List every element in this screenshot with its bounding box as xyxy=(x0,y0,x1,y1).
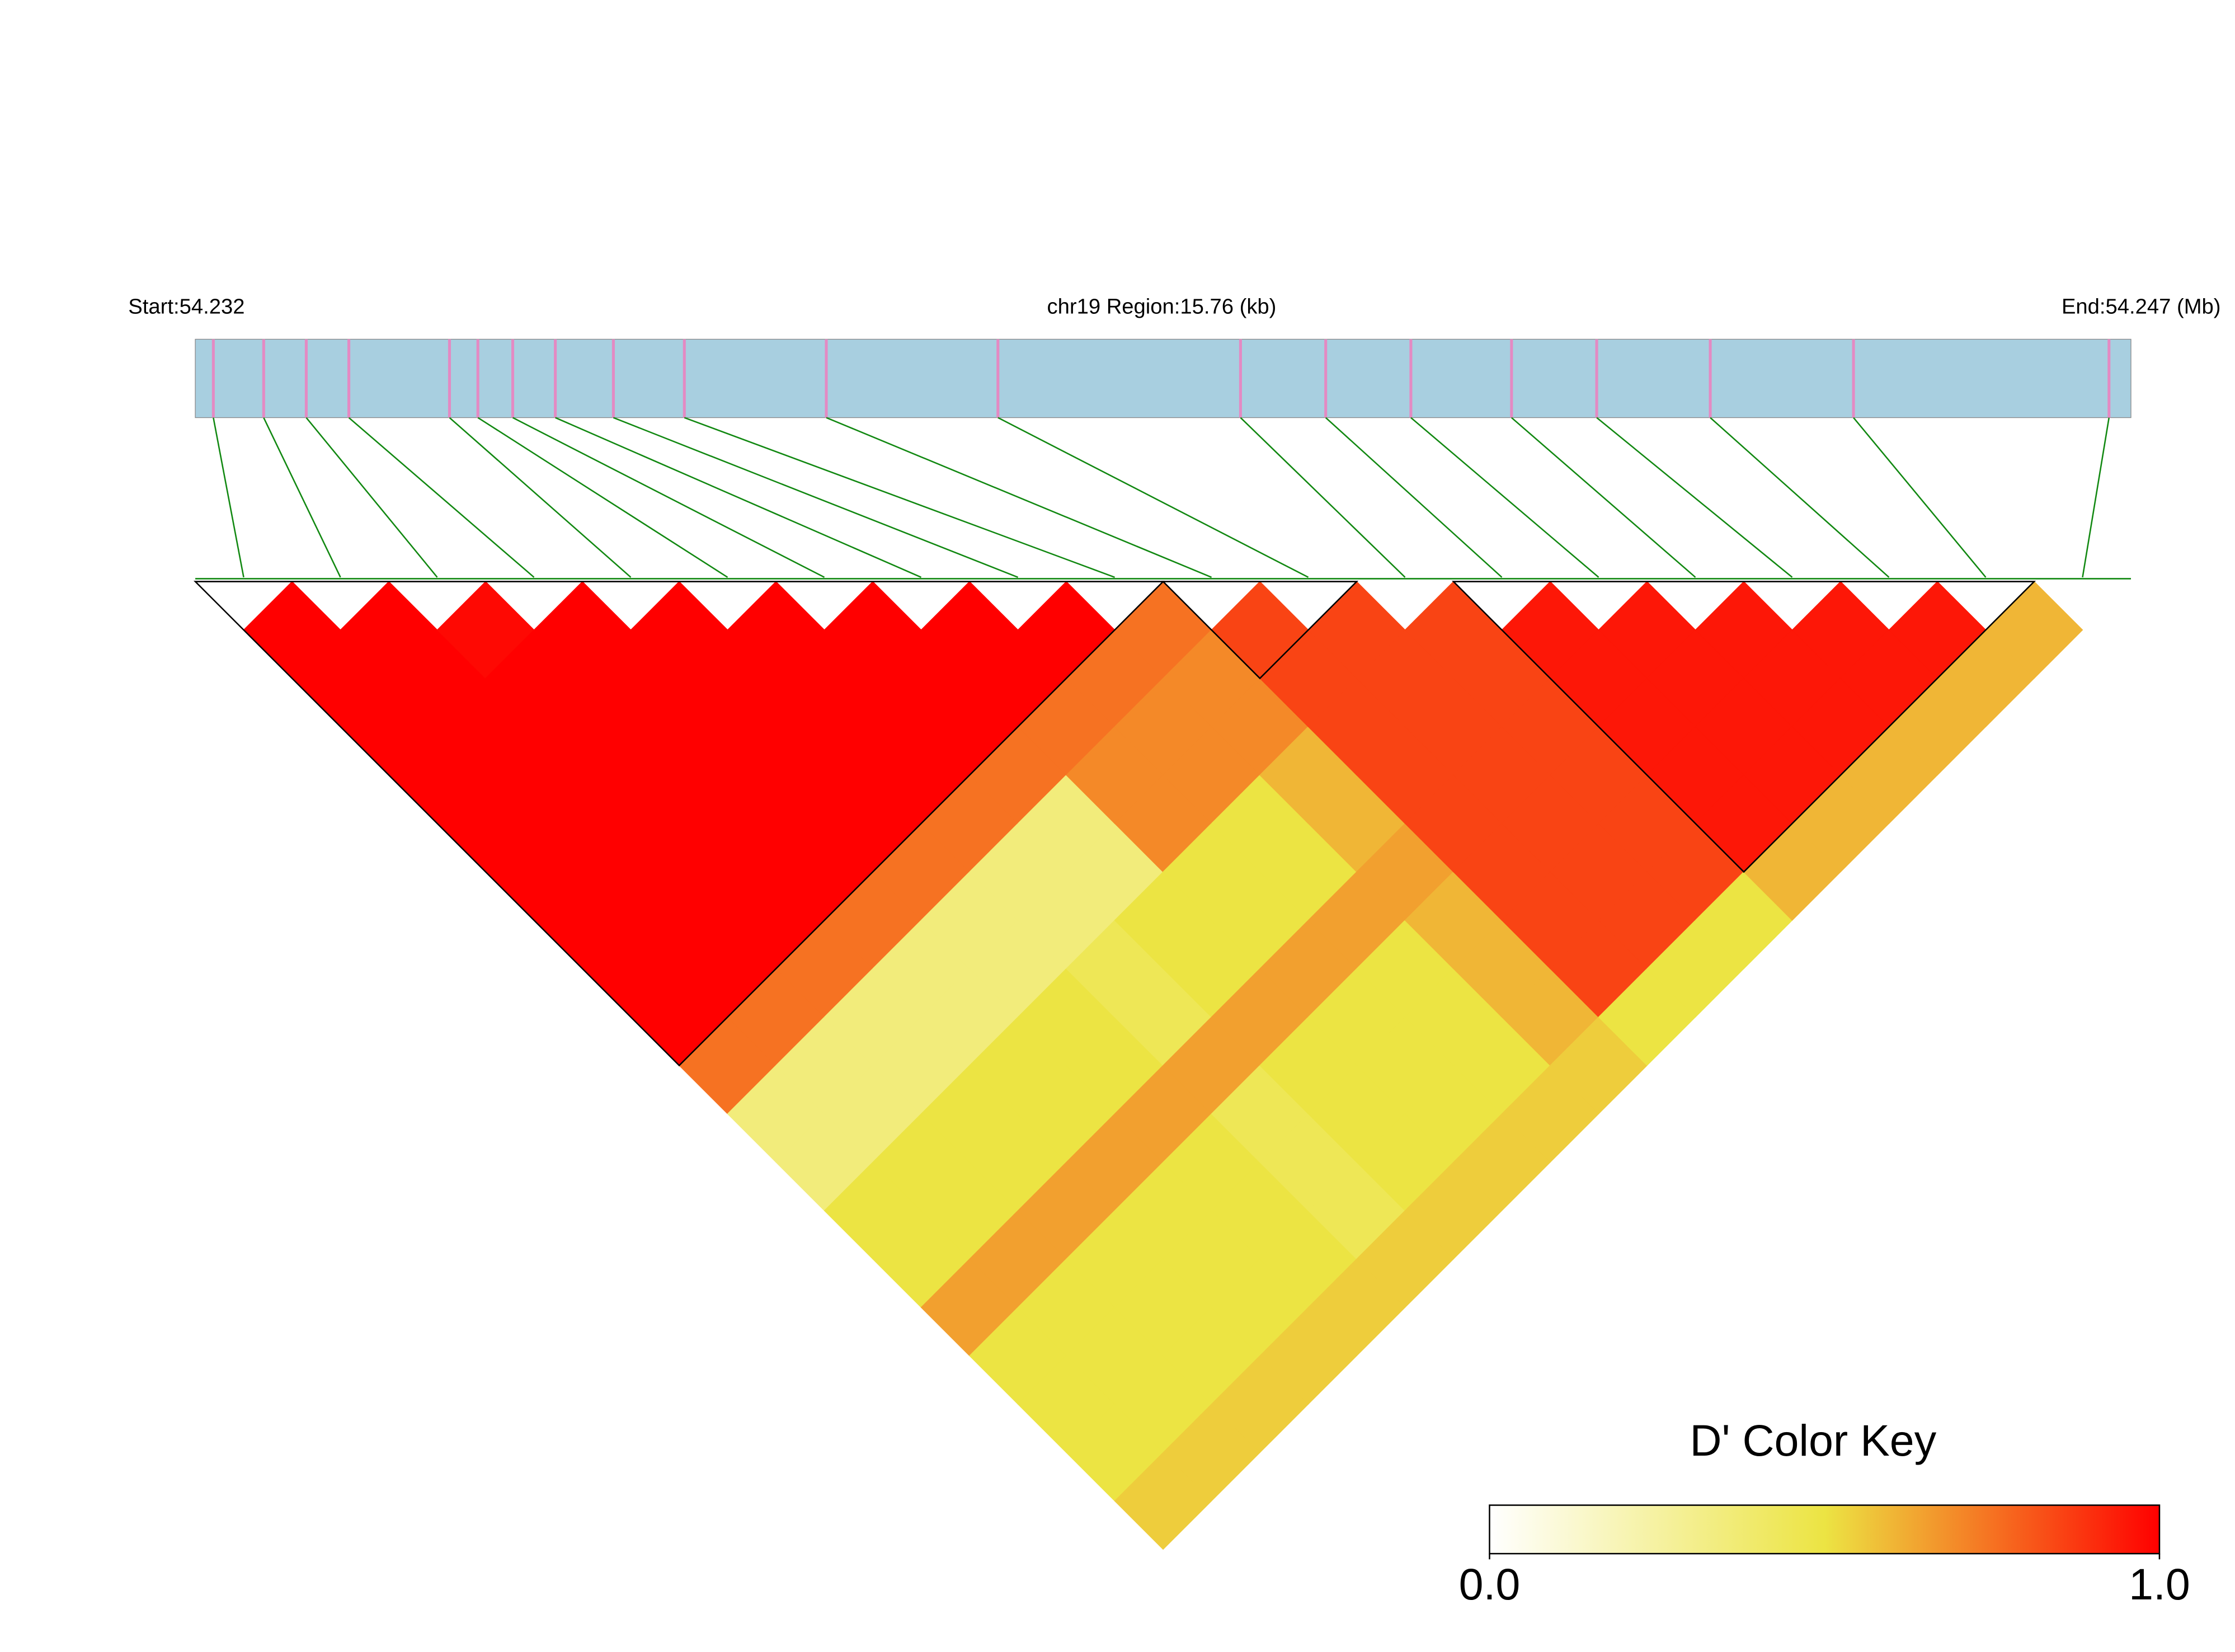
snp-link xyxy=(555,417,922,578)
colorbar-tick-label: 0.0 xyxy=(1459,1560,1521,1609)
colorbar-title: D' Color Key xyxy=(1690,1416,1936,1465)
snp-link xyxy=(305,417,438,578)
end-label: End:54.247 (Mb) xyxy=(2062,294,2221,318)
snp-link xyxy=(826,417,1212,578)
snp-link xyxy=(997,417,1309,578)
snp-link xyxy=(1596,417,1793,578)
snp-link xyxy=(213,417,244,578)
snp-link xyxy=(512,417,825,578)
ld-block xyxy=(193,581,1165,1067)
snp-link xyxy=(449,417,632,578)
snp-link xyxy=(263,417,341,578)
ld-block xyxy=(1161,581,1359,680)
ld-block xyxy=(1451,581,2036,873)
snp-link xyxy=(1710,417,1890,578)
snp-link xyxy=(1410,417,1599,578)
snp-link xyxy=(1853,417,1987,578)
start-label: Start:54.232 xyxy=(128,294,244,318)
snp-link xyxy=(1325,417,1503,578)
snp-link xyxy=(1511,417,1696,578)
snp-link xyxy=(2082,417,2110,578)
colorbar xyxy=(1489,1504,2161,1555)
snp-link xyxy=(348,417,535,578)
snp-link xyxy=(477,417,728,578)
snp-link xyxy=(1240,417,1406,578)
position-track xyxy=(195,338,2132,418)
region-label: chr19 Region:15.76 (kb) xyxy=(1047,294,1277,318)
colorbar-tick-label: 1.0 xyxy=(2129,1560,2190,1609)
snp-link xyxy=(684,417,1115,578)
snp-link xyxy=(613,417,1019,578)
